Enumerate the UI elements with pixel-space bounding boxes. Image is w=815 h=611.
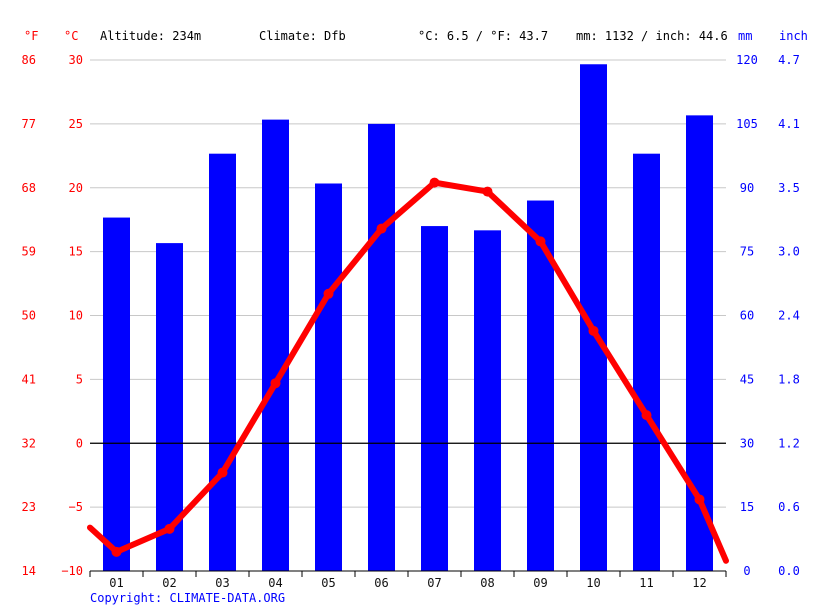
- inch-tick-label: 0.6: [778, 500, 800, 514]
- precipitation-bar: [421, 226, 448, 571]
- x-tick-label: 09: [533, 576, 547, 590]
- temperature-line: [87, 177, 729, 564]
- temperature-series-line: [87, 179, 729, 564]
- precipitation-bars: [103, 64, 713, 572]
- temperature-point: [376, 223, 387, 234]
- fahrenheit-tick-label: 68: [22, 181, 36, 195]
- fahrenheit-tick-label: 32: [22, 436, 36, 450]
- altitude-label: Altitude: 234m: [100, 29, 201, 43]
- x-tick-label: 06: [374, 576, 388, 590]
- temperature-point: [164, 523, 175, 534]
- fahrenheit-tick-label: 14: [22, 564, 36, 578]
- x-axis-ticks: 01 02 03 04 05 06 07 08 09 10 11 12: [89, 571, 727, 590]
- unit-mm-label: mm: [738, 29, 752, 43]
- temperature-point: [429, 177, 440, 188]
- fahrenheit-tick-label: 86: [22, 53, 36, 67]
- unit-inch-label: inch: [779, 29, 808, 43]
- fahrenheit-tick-label: 77: [22, 117, 36, 131]
- precipitation-total-label: mm: 1132 / inch: 44.6: [576, 29, 728, 43]
- left-axis-fahrenheit: 86 77 68 59 50 41 32 23 14: [22, 53, 36, 578]
- temperature-point: [641, 410, 652, 421]
- precipitation-bar: [209, 153, 236, 571]
- x-tick-label: 10: [586, 576, 600, 590]
- celsius-tick-label: 0: [76, 436, 83, 450]
- mm-tick-label: 15: [740, 500, 754, 514]
- temperature-point: [111, 546, 122, 557]
- celsius-tick-label: 10: [69, 309, 83, 323]
- celsius-tick-label: 5: [76, 372, 83, 386]
- mm-tick-label: 0: [743, 564, 750, 578]
- precipitation-bar: [474, 230, 501, 572]
- x-tick-label: 03: [215, 576, 229, 590]
- celsius-tick-label: −5: [69, 500, 83, 514]
- mm-tick-label: 75: [740, 245, 754, 259]
- mm-tick-label: 45: [740, 372, 754, 386]
- celsius-tick-label: −10: [61, 564, 83, 578]
- precipitation-bar: [103, 217, 130, 571]
- temperature-point: [482, 186, 493, 197]
- climate-label: Climate: Dfb: [259, 29, 346, 43]
- grid-lines: [90, 59, 726, 572]
- fahrenheit-tick-label: 23: [22, 500, 36, 514]
- x-tick-label: 07: [427, 576, 441, 590]
- fahrenheit-tick-label: 41: [22, 372, 36, 386]
- mm-tick-label: 105: [736, 117, 758, 131]
- mm-tick-label: 120: [736, 53, 758, 67]
- temperature-point: [217, 467, 228, 478]
- inch-tick-label: 4.1: [778, 117, 800, 131]
- temperature-point: [535, 236, 546, 247]
- x-tick-label: 05: [321, 576, 335, 590]
- right-axis-inch: 4.7 4.1 3.5 3.0 2.4 1.8 1.2 0.6 0.0: [778, 53, 800, 578]
- unit-celsius-label: °C: [64, 29, 78, 43]
- fahrenheit-tick-label: 50: [22, 309, 36, 323]
- right-axis-mm: 120 105 90 75 60 45 30 15 0: [736, 53, 758, 578]
- inch-tick-label: 2.4: [778, 309, 800, 323]
- x-tick-label: 12: [692, 576, 706, 590]
- copyright-link[interactable]: Copyright: CLIMATE-DATA.ORG: [90, 591, 286, 605]
- x-tick-label: 02: [162, 576, 176, 590]
- celsius-tick-label: 25: [69, 117, 83, 131]
- unit-fahrenheit-label: °F: [24, 29, 38, 43]
- mm-tick-label: 90: [740, 181, 754, 195]
- temperature-point: [588, 325, 599, 336]
- inch-tick-label: 1.8: [778, 372, 800, 386]
- inch-tick-label: 1.2: [778, 436, 800, 450]
- celsius-tick-label: 20: [69, 181, 83, 195]
- temperature-average-label: °C: 6.5 / °F: 43.7: [418, 29, 548, 43]
- x-tick-label: 11: [639, 576, 653, 590]
- fahrenheit-tick-label: 59: [22, 245, 36, 259]
- precipitation-bar: [315, 183, 342, 571]
- celsius-tick-label: 30: [69, 53, 83, 67]
- x-tick-label: 01: [109, 576, 123, 590]
- x-tick-label: 08: [480, 576, 494, 590]
- celsius-tick-label: 15: [69, 245, 83, 259]
- inch-tick-label: 4.7: [778, 53, 800, 67]
- temperature-point: [270, 378, 281, 389]
- mm-tick-label: 30: [740, 436, 754, 450]
- left-axis-celsius: 30 25 20 15 10 5 0 −5 −10: [61, 53, 83, 578]
- temperature-point: [694, 494, 705, 505]
- climate-chart: °F °C Altitude: 234m Climate: Dfb °C: 6.…: [22, 29, 808, 590]
- temperature-point: [323, 288, 334, 299]
- x-tick-label: 04: [268, 576, 282, 590]
- mm-tick-label: 60: [740, 309, 754, 323]
- inch-tick-label: 3.5: [778, 181, 800, 195]
- precipitation-bar: [368, 123, 395, 571]
- precipitation-bar: [633, 153, 660, 571]
- inch-tick-label: 0.0: [778, 564, 800, 578]
- inch-tick-label: 3.0: [778, 245, 800, 259]
- precipitation-bar: [262, 119, 289, 571]
